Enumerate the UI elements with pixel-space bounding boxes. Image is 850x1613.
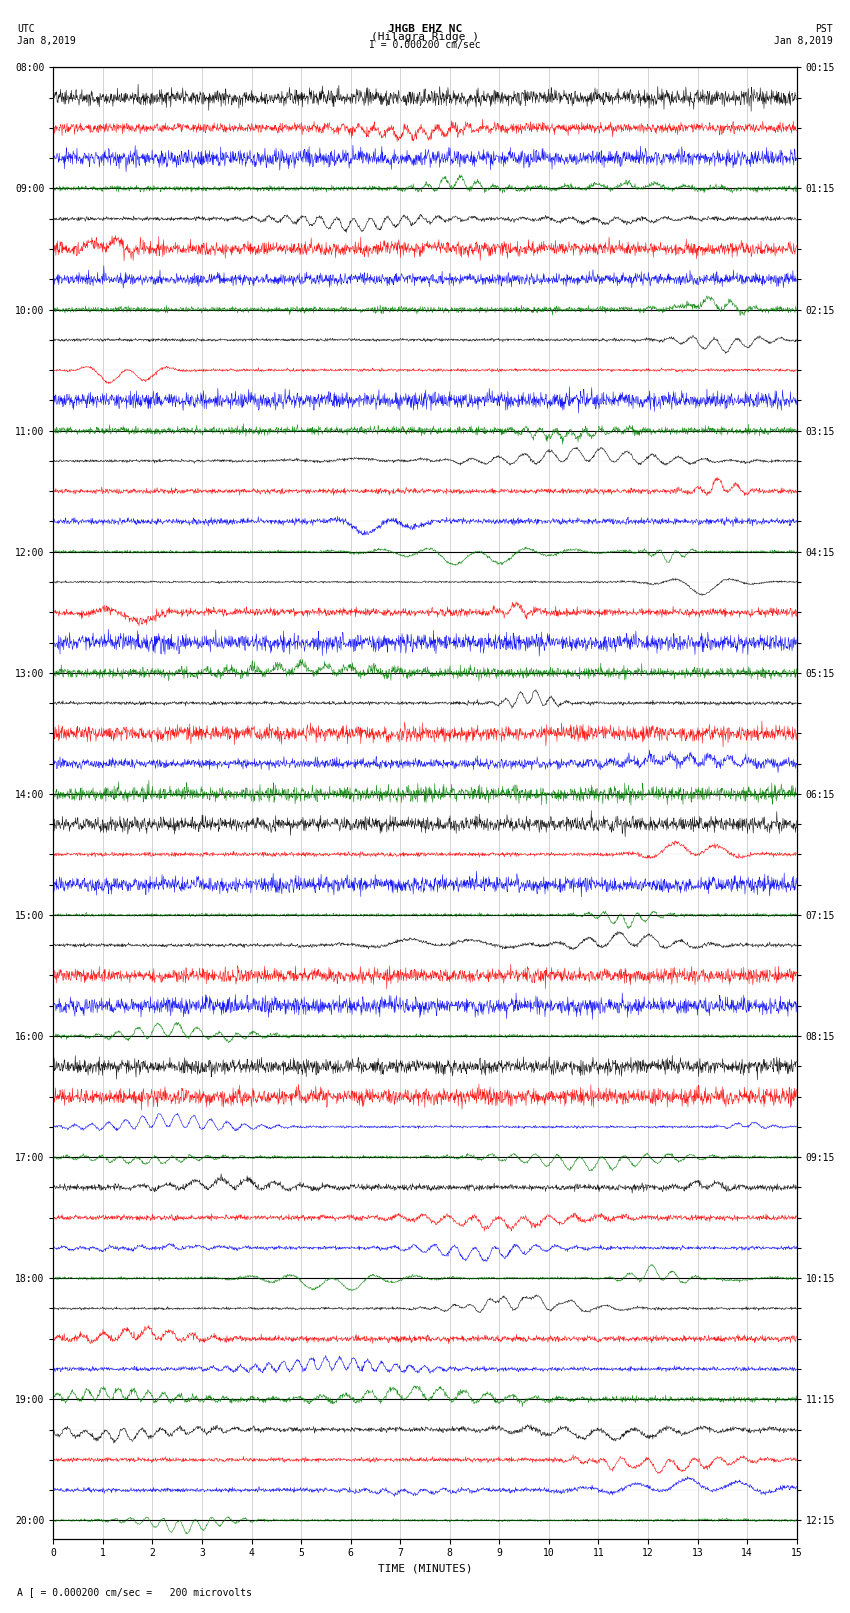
Text: A [ = 0.000200 cm/sec =   200 microvolts: A [ = 0.000200 cm/sec = 200 microvolts xyxy=(17,1587,252,1597)
Text: I = 0.000200 cm/sec: I = 0.000200 cm/sec xyxy=(369,40,481,50)
Text: PST
Jan 8,2019: PST Jan 8,2019 xyxy=(774,24,833,45)
Text: (Hilagra Ridge ): (Hilagra Ridge ) xyxy=(371,32,479,42)
X-axis label: TIME (MINUTES): TIME (MINUTES) xyxy=(377,1565,473,1574)
Text: JHGB EHZ NC: JHGB EHZ NC xyxy=(388,24,462,34)
Text: UTC
Jan 8,2019: UTC Jan 8,2019 xyxy=(17,24,76,45)
